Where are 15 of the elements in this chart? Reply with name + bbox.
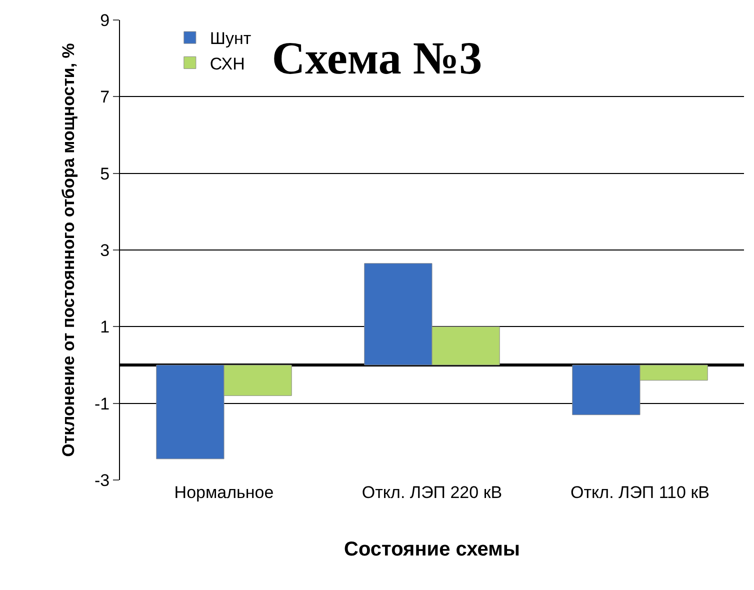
y-tick-label: -3 xyxy=(94,470,110,490)
x-tick-label: Нормальное xyxy=(174,483,274,502)
x-tick-label: Откл. ЛЭП 110 кВ xyxy=(570,483,710,502)
y-tick-label: 3 xyxy=(100,240,110,260)
x-tick-label: Откл. ЛЭП 220 кВ xyxy=(362,483,502,502)
y-tick-label: 7 xyxy=(100,88,110,107)
legend-label: СХН xyxy=(210,54,245,74)
x-axis-title: Состояние схемы xyxy=(344,538,520,560)
y-tick-label: 1 xyxy=(100,318,110,337)
y-axis-title: Отклонение от постоянного отбора мощности, % xyxy=(59,43,78,457)
chart-title: Схема №3 xyxy=(272,32,482,84)
y-tick-label: 9 xyxy=(100,10,110,30)
y-tick-label: -1 xyxy=(94,394,110,414)
y-tick-label: 5 xyxy=(100,164,110,184)
legend-label: Шунт xyxy=(210,29,252,48)
